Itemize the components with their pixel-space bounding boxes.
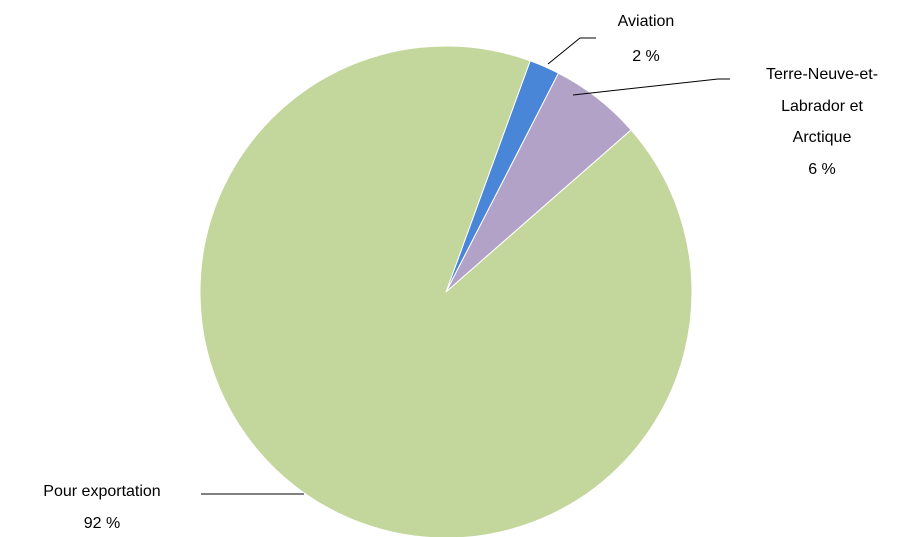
slice-label-terre-neuve-line-2: Labrador et xyxy=(781,98,863,115)
slice-value-terre-neuve: 6 % xyxy=(808,161,836,178)
slice-value-exportation: 92 % xyxy=(84,515,120,532)
slice-label-terre-neuve-line-1: Terre-Neuve-et- xyxy=(766,66,878,83)
slice-label-exportation: Pour exportation xyxy=(43,483,160,500)
slice-value-aviation: 2 % xyxy=(632,48,660,65)
slice-pour-exportation xyxy=(199,45,693,537)
leader-line-terre-neuve xyxy=(572,78,730,96)
slice-label-aviation: Aviation xyxy=(618,13,675,30)
slice-label-terre-neuve-line-3: Arctique xyxy=(793,129,852,146)
leader-line-aviation xyxy=(547,37,596,65)
pie-slices xyxy=(199,45,693,537)
